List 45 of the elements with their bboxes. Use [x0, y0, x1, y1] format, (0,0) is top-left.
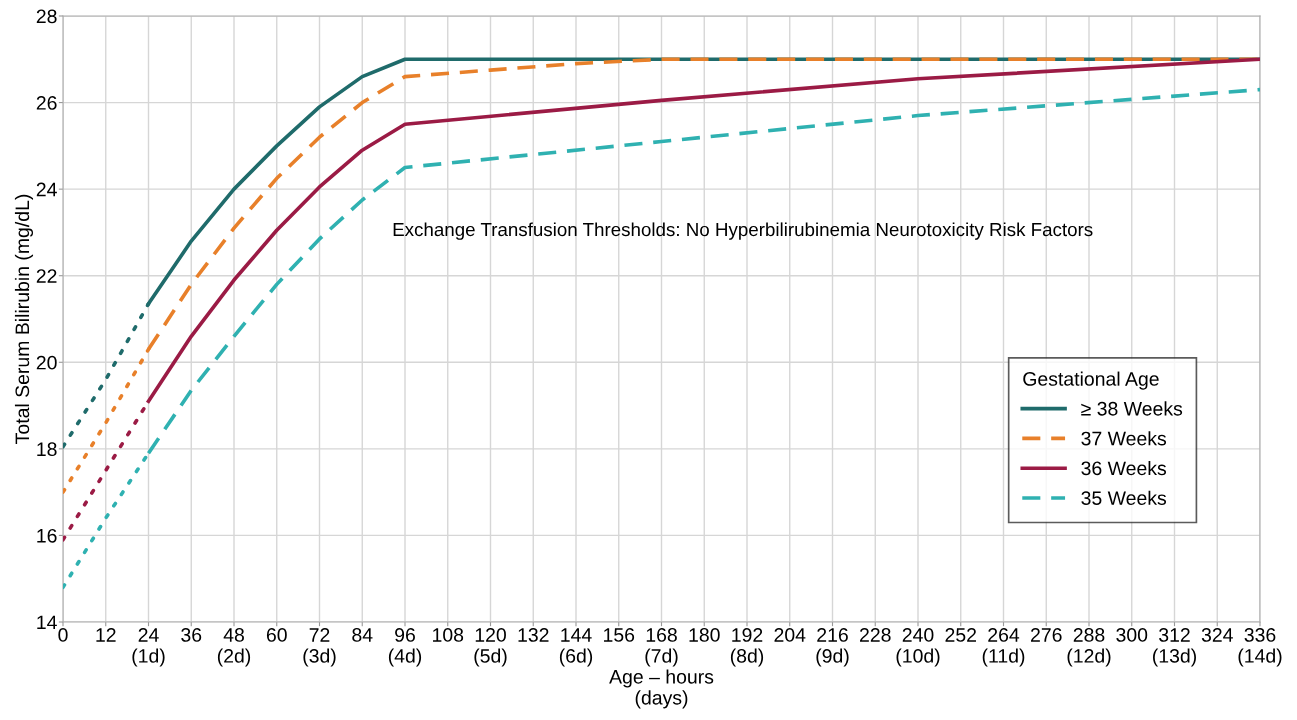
- y-tick-label: 16: [37, 528, 57, 543]
- x-tick-label: 108: [433, 628, 464, 642]
- x-tick-label: 204: [774, 628, 806, 642]
- x-tick-label: 240 (10d): [896, 628, 940, 667]
- x-axis-title: Age – hours (days): [609, 669, 714, 709]
- x-tick-label: 192 (8d): [730, 628, 764, 667]
- x-tick-label: 216 (9d): [816, 628, 849, 667]
- legend-label: 35 Weeks: [1081, 490, 1167, 505]
- x-tick-label: 24 (1d): [132, 628, 165, 667]
- x-tick-label: 0: [58, 628, 68, 642]
- y-tick-label: 18: [37, 442, 57, 457]
- legend-label: ≥ 38 Weeks: [1081, 401, 1183, 416]
- x-tick-label: 36: [181, 628, 202, 642]
- x-tick-label: 132: [518, 628, 549, 642]
- x-tick-label: 12: [96, 628, 116, 642]
- x-tick-label: 156: [604, 628, 635, 642]
- y-tick-label: 14: [37, 615, 57, 630]
- x-tick-label: 96 (4d): [388, 628, 422, 667]
- x-tick-label: 300: [1116, 628, 1148, 642]
- x-tick-label: 288 (12d): [1067, 628, 1111, 667]
- annotation: Exchange Transfusion Thresholds: No Hyperbilirubinemia Neurotoxicity Risk Factors: [393, 222, 1093, 240]
- y-tick-label: 20: [36, 355, 57, 370]
- x-tick-label: 324: [1201, 628, 1233, 642]
- x-tick-label: 60: [266, 628, 287, 642]
- x-tick-label: 48 (2d): [217, 628, 251, 667]
- x-tick-label: 336 (14d): [1238, 628, 1282, 667]
- x-tick-label: 168 (7d): [645, 628, 678, 667]
- legend-label: 36 Weeks: [1081, 460, 1167, 476]
- x-tick-label: 144 (6d): [559, 628, 593, 667]
- x-tick-label: 276: [1031, 628, 1062, 642]
- x-tick-label: 120 (5d): [474, 628, 507, 667]
- y-axis-title: Total Serum Bilirubin (mg/dL): [14, 194, 34, 444]
- legend-title: Gestational Age: [1023, 371, 1159, 390]
- y-tick-label: 22: [36, 269, 57, 283]
- y-tick-label: 26: [36, 96, 57, 110]
- x-tick-label: 72 (3d): [303, 628, 336, 667]
- x-tick-label: 180: [689, 628, 720, 642]
- x-tick-label: 252: [945, 628, 976, 642]
- legend-label: 37 Weeks: [1081, 431, 1167, 446]
- x-tick-label: 264 (11d): [982, 628, 1025, 667]
- x-tick-label: 312 (13d): [1153, 628, 1196, 667]
- x-tick-label: 84: [352, 628, 373, 642]
- x-tick-label: 228: [860, 628, 891, 642]
- y-tick-label: 28: [36, 9, 57, 24]
- y-tick-label: 24: [36, 182, 57, 197]
